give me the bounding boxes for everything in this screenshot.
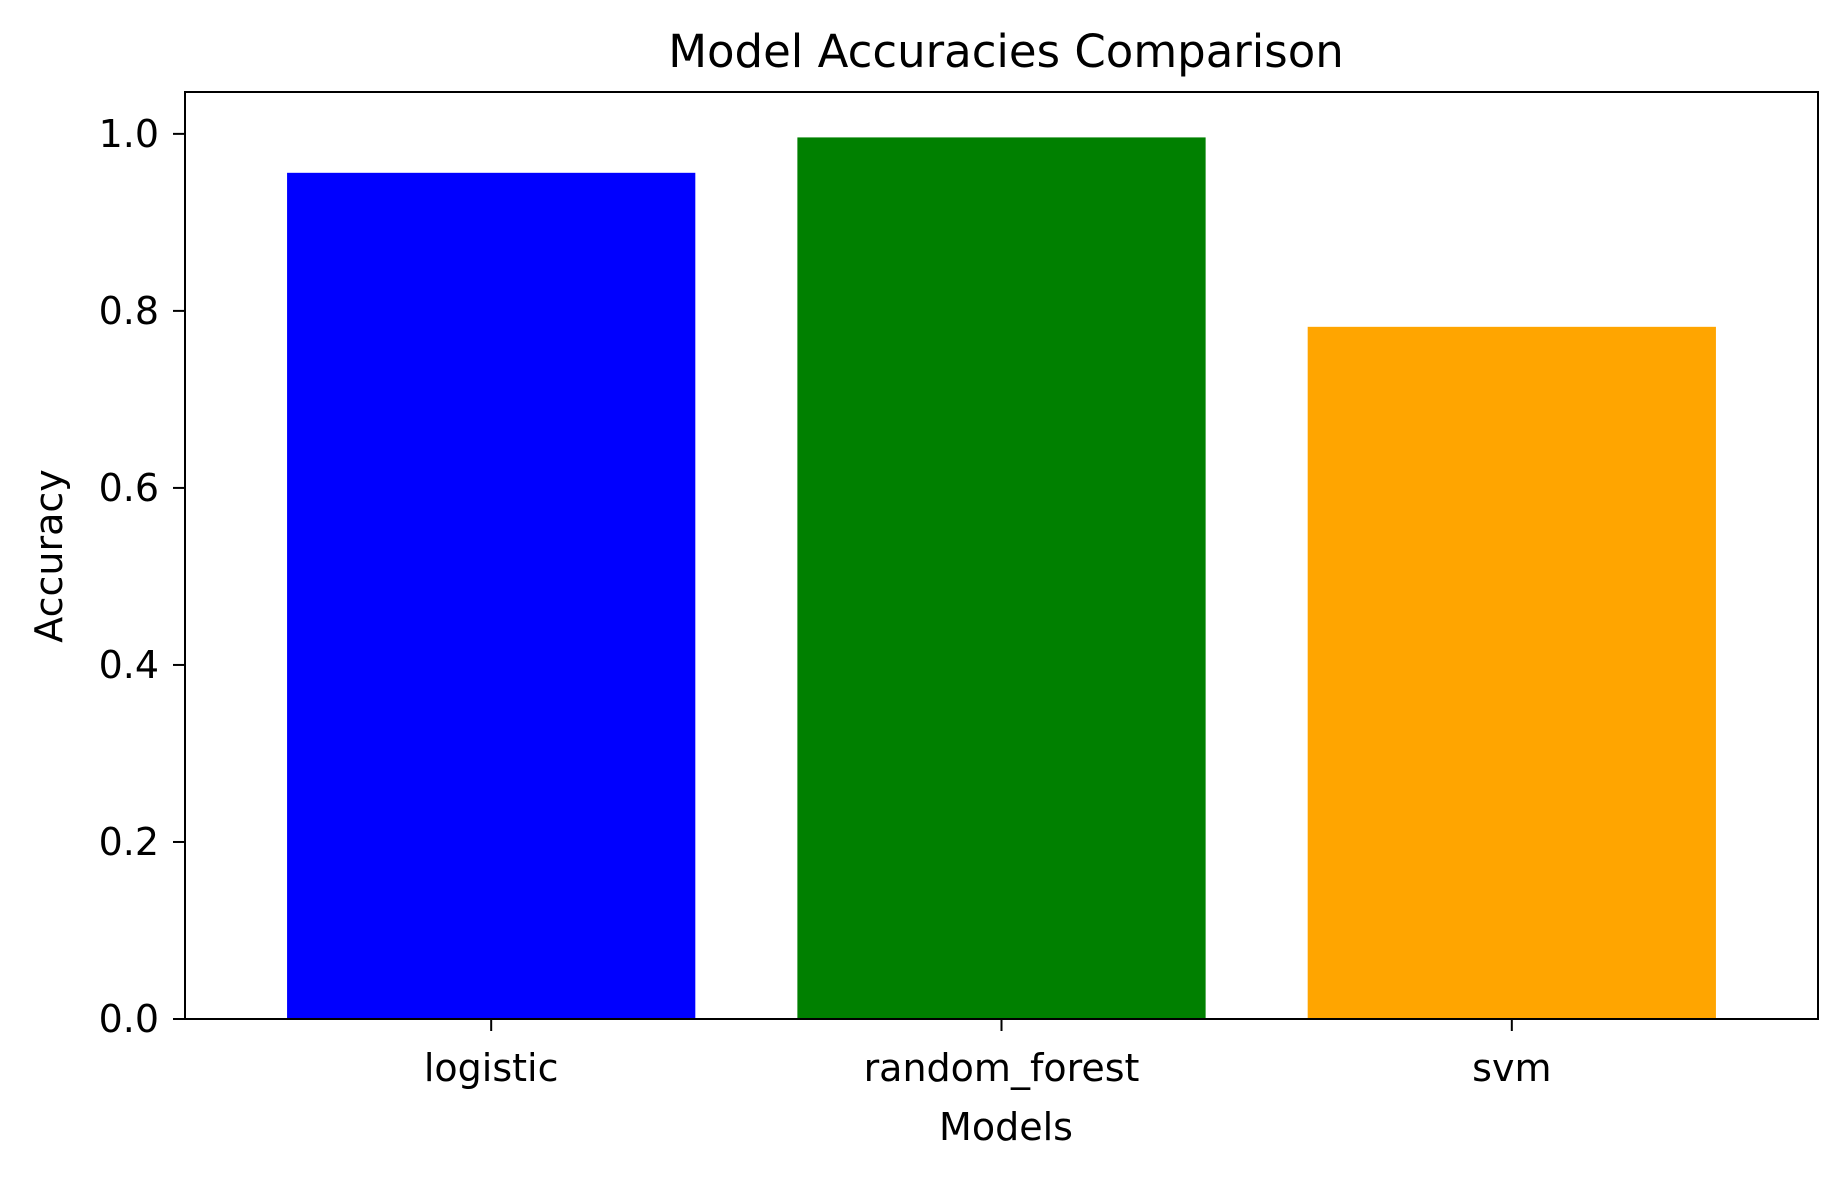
y-axis-label: Accuracy — [27, 469, 71, 643]
y-tick-label: 0.4 — [99, 643, 159, 687]
y-tick-label: 0.6 — [99, 466, 159, 510]
y-tick-label: 0.2 — [99, 820, 159, 864]
y-tick-label: 0.8 — [99, 289, 159, 333]
y-tick-label: 0.0 — [99, 997, 159, 1041]
y-tick-label: 1.0 — [99, 112, 159, 156]
x-tick-label: logistic — [424, 1046, 559, 1090]
x-tick-label: random_forest — [864, 1046, 1140, 1090]
plot-frame — [184, 91, 1819, 1020]
bar-svm — [1307, 326, 1716, 1020]
x-axis-ticks: logistic random_forest svm — [424, 1019, 1551, 1090]
x-tick-label: svm — [1472, 1046, 1551, 1090]
bar-logistic — [287, 172, 696, 1019]
bar-random-forest — [797, 137, 1206, 1019]
chart-title: Model Accuracies Comparison — [668, 25, 1344, 78]
x-axis-label: Models — [939, 1105, 1073, 1149]
bar-group — [287, 137, 1716, 1020]
y-axis-ticks: 0.0 0.2 0.4 0.6 0.8 1.0 — [99, 112, 185, 1041]
